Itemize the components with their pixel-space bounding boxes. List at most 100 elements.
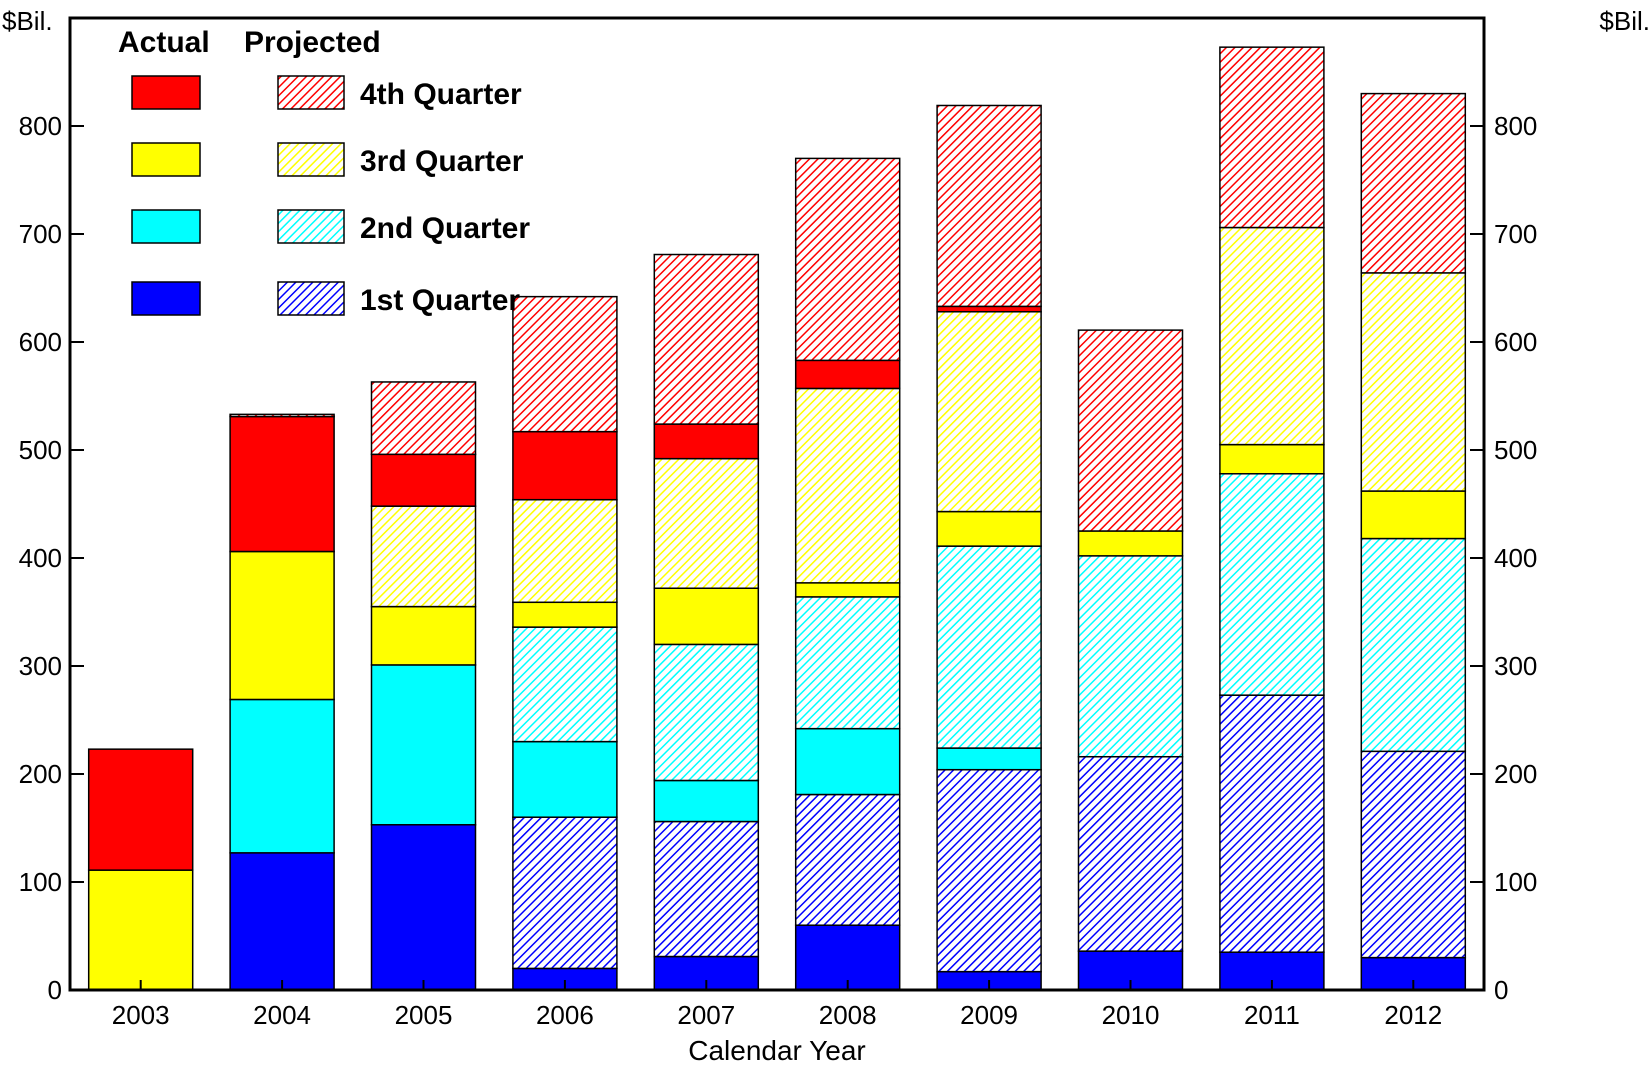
y-tick-label-left-700: 700 bbox=[19, 219, 62, 249]
bar-2007-3rd-quarter-projected bbox=[653, 457, 760, 589]
legend-swatch-projected-4th-quarter bbox=[277, 75, 345, 110]
bar-2008-3rd-quarter-actual bbox=[794, 582, 901, 598]
bar-2011-4th-quarter-projected bbox=[1219, 46, 1325, 229]
bar-stack-2008 bbox=[794, 157, 901, 991]
bar-2008-2nd-quarter-actual bbox=[794, 727, 901, 796]
bar-2005-3rd-quarter-projected bbox=[370, 505, 477, 608]
y-tick-label-left-400: 400 bbox=[19, 543, 62, 573]
y-axis-unit-right: $Bil. bbox=[1599, 6, 1650, 36]
x-tick-label-2007: 2007 bbox=[677, 1000, 735, 1030]
bar-2006-2nd-quarter-projected bbox=[512, 626, 618, 743]
bar-2011-2nd-quarter-projected bbox=[1219, 473, 1325, 696]
x-tick-label-2009: 2009 bbox=[960, 1000, 1018, 1030]
y-tick-label-left-800: 800 bbox=[19, 111, 62, 141]
bar-stack-2011 bbox=[1219, 46, 1325, 991]
bar-2005-4th-quarter-actual bbox=[370, 453, 477, 507]
legend-header-projected: Projected bbox=[244, 26, 381, 59]
bar-2004-1st-quarter-actual bbox=[229, 852, 335, 991]
x-tick-label-2006: 2006 bbox=[536, 1000, 594, 1030]
x-tick-label-2004: 2004 bbox=[253, 1000, 311, 1030]
bar-2006-3rd-quarter-actual bbox=[512, 601, 618, 628]
bar-2011-3rd-quarter-actual bbox=[1219, 443, 1325, 475]
bar-2009-2nd-quarter-actual bbox=[936, 747, 1042, 771]
y-tick-label-right-500: 500 bbox=[1494, 435, 1537, 465]
y-tick-label-right-300: 300 bbox=[1494, 651, 1537, 681]
bar-2012-1st-quarter-projected bbox=[1360, 750, 1467, 959]
y-tick-label-left-300: 300 bbox=[19, 651, 62, 681]
y-tick-label-right-0: 0 bbox=[1494, 975, 1508, 1005]
bar-2010-4th-quarter-projected bbox=[1077, 329, 1184, 532]
bar-2007-3rd-quarter-actual bbox=[653, 587, 760, 646]
bar-2003-3rd-quarter-actual bbox=[87, 869, 194, 991]
bar-2007-2nd-quarter-projected bbox=[653, 643, 760, 782]
bar-2009-4th-quarter-projected bbox=[936, 104, 1042, 308]
bar-2008-2nd-quarter-projected bbox=[794, 596, 901, 730]
x-tick-label-2008: 2008 bbox=[819, 1000, 877, 1030]
x-tick-label-2005: 2005 bbox=[395, 1000, 453, 1030]
bar-2006-2nd-quarter-actual bbox=[512, 740, 618, 818]
bar-2003-4th-quarter-actual bbox=[87, 748, 194, 871]
bar-2008-4th-quarter-projected bbox=[794, 157, 901, 362]
bars-layer bbox=[87, 46, 1467, 991]
x-tick-label-2010: 2010 bbox=[1102, 1000, 1160, 1030]
bar-2005-4th-quarter-projected bbox=[370, 381, 477, 456]
bar-2006-4th-quarter-actual bbox=[512, 430, 618, 501]
bar-2006-3rd-quarter-projected bbox=[512, 498, 618, 604]
bar-2008-4th-quarter-actual bbox=[794, 359, 901, 390]
bar-2012-2nd-quarter-projected bbox=[1360, 537, 1467, 753]
y-tick-label-left-0: 0 bbox=[48, 975, 62, 1005]
bar-2012-3rd-quarter-projected bbox=[1360, 272, 1467, 492]
x-axis-title: Calendar Year bbox=[688, 1035, 865, 1066]
x-tick-label-2012: 2012 bbox=[1384, 1000, 1442, 1030]
legend-swatch-actual-4th-quarter bbox=[131, 75, 201, 110]
bar-2012-4th-quarter-projected bbox=[1360, 92, 1467, 274]
bar-2009-4th-quarter-actual bbox=[936, 305, 1042, 313]
bar-2005-1st-quarter-actual bbox=[370, 824, 477, 991]
y-tick-label-right-700: 700 bbox=[1494, 219, 1537, 249]
y-tick-label-left-200: 200 bbox=[19, 759, 62, 789]
legend-label-4th-quarter: 4th Quarter bbox=[360, 78, 522, 111]
y-tick-label-left-500: 500 bbox=[19, 435, 62, 465]
bar-2012-3rd-quarter-actual bbox=[1360, 490, 1467, 540]
bar-2004-4th-quarter-actual bbox=[229, 415, 335, 553]
bar-2009-2nd-quarter-projected bbox=[936, 545, 1042, 749]
legend-swatch-projected-2nd-quarter bbox=[277, 209, 345, 244]
bar-2007-1st-quarter-projected bbox=[653, 820, 760, 958]
legend-swatch-projected-1st-quarter bbox=[277, 281, 345, 316]
bar-2005-3rd-quarter-actual bbox=[370, 605, 477, 666]
bar-stack-2010 bbox=[1077, 329, 1184, 991]
legend-swatch-actual-2nd-quarter bbox=[131, 209, 201, 244]
bar-2007-4th-quarter-actual bbox=[653, 423, 760, 460]
bar-2007-2nd-quarter-actual bbox=[653, 779, 760, 823]
bar-stack-2009 bbox=[936, 104, 1042, 991]
bar-2008-1st-quarter-projected bbox=[794, 793, 901, 926]
y-tick-label-left-600: 600 bbox=[19, 327, 62, 357]
bar-2004-4th-quarter-projected bbox=[229, 413, 335, 418]
ticks-layer: 0 0 100 100 200 200 300 300 400 400 500 500 600 600 70… bbox=[19, 111, 1538, 1030]
bar-2010-2nd-quarter-projected bbox=[1077, 555, 1184, 758]
legend-swatch-projected-3rd-quarter bbox=[277, 142, 345, 177]
bar-2010-3rd-quarter-actual bbox=[1077, 530, 1184, 557]
bar-stack-2004 bbox=[229, 413, 335, 991]
y-axis-unit-left: $Bil. bbox=[2, 6, 53, 36]
y-tick-label-right-600: 600 bbox=[1494, 327, 1537, 357]
bar-2004-2nd-quarter-actual bbox=[229, 698, 335, 854]
bar-2008-3rd-quarter-projected bbox=[794, 387, 901, 584]
bar-2006-4th-quarter-projected bbox=[512, 295, 618, 433]
plot-frame bbox=[68, 16, 1486, 992]
legend-label-1st-quarter: 1st Quarter bbox=[360, 284, 520, 317]
bar-2007-4th-quarter-projected bbox=[653, 253, 760, 425]
bar-2011-3rd-quarter-projected bbox=[1219, 226, 1325, 446]
x-tick-label-2011: 2011 bbox=[1244, 1000, 1300, 1030]
bar-stack-2006 bbox=[512, 295, 618, 991]
legend-swatch-actual-3rd-quarter bbox=[131, 142, 201, 177]
bar-2006-1st-quarter-projected bbox=[512, 816, 618, 970]
bar-2009-1st-quarter-projected bbox=[936, 768, 1042, 973]
bar-2011-1st-quarter-projected bbox=[1219, 694, 1325, 953]
bar-2010-1st-quarter-projected bbox=[1077, 755, 1184, 952]
legend-label-3rd-quarter: 3rd Quarter bbox=[360, 145, 524, 178]
bar-2009-3rd-quarter-projected bbox=[936, 311, 1042, 513]
bar-2005-2nd-quarter-actual bbox=[370, 664, 477, 826]
bar-2004-3rd-quarter-actual bbox=[229, 550, 335, 701]
